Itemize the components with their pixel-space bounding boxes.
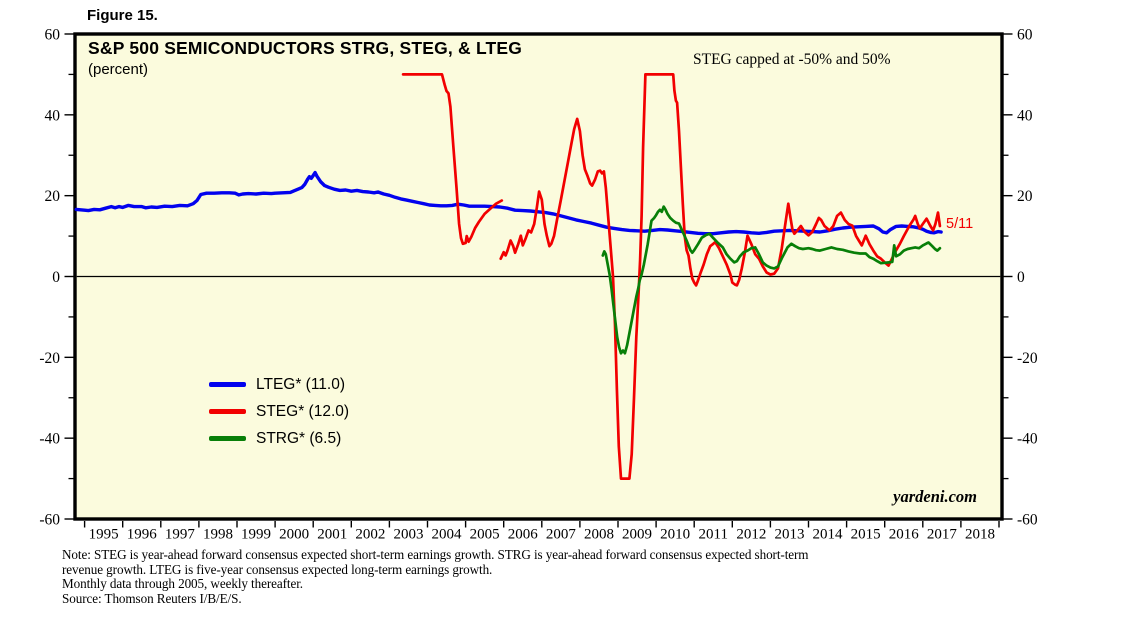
svg-text:-40: -40 [39, 431, 60, 448]
svg-text:2003: 2003 [393, 527, 423, 543]
svg-text:20: 20 [45, 188, 61, 205]
svg-text:2006: 2006 [508, 527, 539, 543]
legend-row-lteg: LTEG* (11.0) [209, 371, 349, 398]
svg-text:2014: 2014 [813, 527, 844, 543]
figure-label: Figure 15. [87, 7, 158, 24]
svg-text:-40: -40 [1017, 431, 1038, 448]
watermark: yardeni.com [893, 487, 977, 506]
lteg-line-swatch [209, 382, 246, 387]
strg-line-swatch [209, 436, 246, 441]
svg-text:2011: 2011 [699, 527, 728, 543]
svg-text:-20: -20 [1017, 350, 1038, 367]
svg-text:40: 40 [45, 107, 61, 124]
footnote-line: Source: Thomson Reuters I/B/E/S. [62, 591, 242, 607]
svg-text:2009: 2009 [622, 527, 652, 543]
lteg-legend-label: LTEG* (11.0) [256, 375, 346, 393]
svg-text:2012: 2012 [736, 527, 766, 543]
svg-text:2001: 2001 [317, 527, 347, 543]
svg-text:-60: -60 [1017, 512, 1038, 529]
svg-text:1996: 1996 [127, 527, 158, 543]
legend: LTEG* (11.0) STEG* (12.0) STRG* (6.5) [209, 371, 349, 452]
svg-text:20: 20 [1017, 188, 1033, 205]
legend-row-steg: STEG* (12.0) [209, 398, 349, 425]
svg-text:2018: 2018 [965, 527, 995, 543]
svg-text:60: 60 [45, 26, 61, 43]
chart-subtitle: (percent) [88, 61, 149, 78]
cap-annotation: STEG capped at -50% and 50% [693, 51, 891, 68]
svg-text:1999: 1999 [241, 527, 271, 543]
svg-text:0: 0 [52, 269, 60, 286]
latest-date-label: 5/11 [946, 216, 974, 232]
svg-text:2010: 2010 [660, 527, 690, 543]
svg-text:2013: 2013 [774, 527, 804, 543]
svg-text:1997: 1997 [165, 527, 196, 543]
svg-text:2007: 2007 [546, 527, 577, 543]
svg-text:-60: -60 [39, 512, 60, 529]
svg-text:2017: 2017 [927, 527, 958, 543]
svg-text:2002: 2002 [355, 527, 385, 543]
svg-text:2015: 2015 [851, 527, 881, 543]
chart-title: S&P 500 SEMICONDUCTORS STRG, STEG, & LTE… [88, 38, 523, 58]
steg-line-swatch [209, 409, 246, 414]
footnote-line: Monthly data through 2005, weekly therea… [62, 577, 303, 593]
svg-text:60: 60 [1017, 26, 1033, 43]
footnotes: Note: STEG is year-ahead forward consens… [62, 548, 809, 607]
svg-text:0: 0 [1017, 269, 1025, 286]
legend-row-strg: STRG* (6.5) [209, 425, 349, 452]
footnote-line: Note: STEG is year-ahead forward consens… [62, 548, 809, 563]
svg-text:40: 40 [1017, 107, 1033, 124]
strg-legend-label: STRG* (6.5) [256, 429, 342, 447]
steg-legend-label: STEG* (12.0) [256, 402, 350, 420]
svg-text:2005: 2005 [470, 527, 500, 543]
svg-text:1995: 1995 [89, 527, 119, 543]
svg-text:2008: 2008 [584, 527, 614, 543]
svg-text:2004: 2004 [432, 527, 463, 543]
svg-text:2000: 2000 [279, 527, 309, 543]
svg-text:1998: 1998 [203, 527, 233, 543]
footnote-line: revenue growth. LTEG is five-year consen… [62, 562, 493, 578]
chart-canvas: 1995 1996 1997 1998 1999 2000 2001 2002 2003 2004… [39, 26, 1038, 543]
svg-text:2016: 2016 [889, 527, 920, 543]
svg-text:-20: -20 [39, 350, 60, 367]
